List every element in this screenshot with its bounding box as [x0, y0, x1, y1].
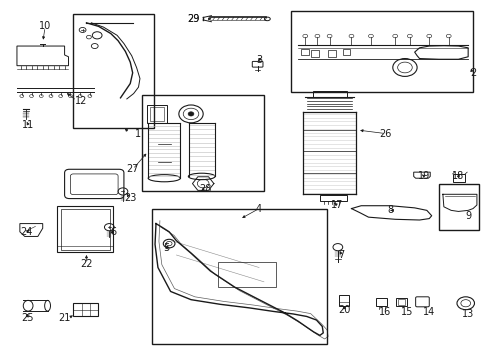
Text: 14: 14 [422, 307, 434, 317]
Text: 8: 8 [386, 205, 393, 215]
Bar [290, 11, 472, 93]
Text: 25: 25 [21, 312, 33, 323]
Text: 3: 3 [256, 55, 262, 65]
Text: 5: 5 [163, 243, 169, 253]
Text: 17: 17 [330, 200, 343, 210]
Circle shape [188, 112, 194, 116]
Text: 13: 13 [461, 309, 473, 319]
Bar [397, 298, 405, 305]
Text: 4: 4 [256, 203, 262, 213]
Text: 29: 29 [187, 14, 199, 24]
Bar [152, 209, 326, 344]
Text: 6: 6 [110, 227, 116, 237]
Text: 9: 9 [464, 211, 470, 221]
Bar [73, 14, 153, 128]
Text: 27: 27 [126, 164, 139, 174]
Text: 19: 19 [417, 171, 429, 181]
Bar [375, 298, 386, 306]
Text: 18: 18 [451, 171, 464, 181]
Text: 20: 20 [337, 305, 349, 315]
Bar [312, 91, 346, 97]
Text: 15: 15 [400, 307, 413, 317]
Bar [395, 298, 406, 306]
Text: 2: 2 [469, 68, 475, 78]
Text: 7: 7 [338, 250, 344, 260]
Bar [339, 295, 348, 306]
Text: 29: 29 [187, 14, 199, 24]
Bar [142, 95, 264, 192]
Bar [61, 208, 110, 249]
Text: 24: 24 [20, 227, 33, 237]
Text: 28: 28 [199, 184, 211, 194]
Text: 1: 1 [134, 129, 141, 139]
Bar [147, 105, 166, 123]
Bar [217, 262, 276, 287]
Text: 12: 12 [75, 96, 88, 107]
Text: 23: 23 [124, 193, 136, 203]
Text: 26: 26 [379, 129, 391, 139]
Text: 16: 16 [379, 307, 391, 317]
Text: 22: 22 [80, 259, 93, 269]
Bar [452, 174, 464, 182]
Bar [57, 206, 113, 252]
Text: 11: 11 [22, 120, 34, 130]
Bar [438, 184, 478, 230]
Bar [73, 303, 98, 316]
Bar [319, 195, 346, 202]
Bar [149, 107, 164, 121]
Text: 21: 21 [58, 312, 71, 323]
Text: 10: 10 [39, 21, 51, 31]
